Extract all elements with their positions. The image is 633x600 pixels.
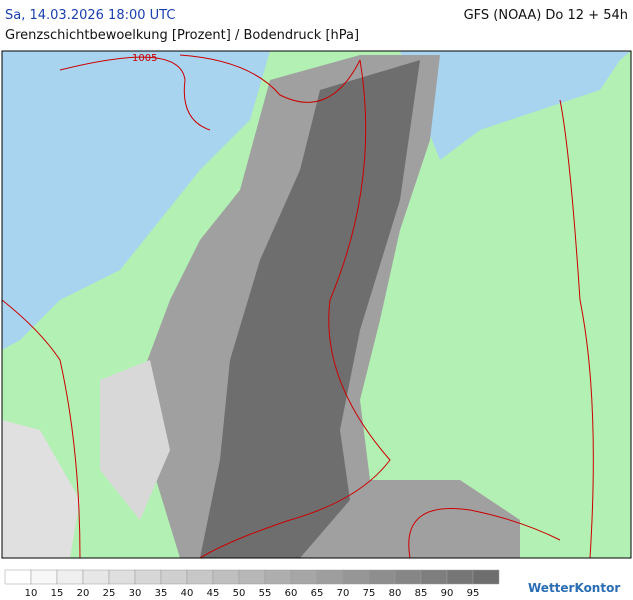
legend-swatch (316, 569, 344, 585)
cloud-patch (2, 420, 80, 558)
legend-swatch (446, 569, 474, 585)
legend-tick: 30 (129, 588, 142, 599)
legend-tick: 45 (207, 588, 220, 599)
legend-swatch (108, 569, 136, 585)
legend-tick: 40 (181, 588, 194, 599)
legend-tick: 65 (311, 588, 324, 599)
legend-tick: 25 (103, 588, 116, 599)
legend-swatch (290, 569, 318, 585)
legend-tick: 90 (441, 588, 454, 599)
valid-time: Sa, 14.03.2026 18:00 UTC (5, 8, 175, 23)
legend-tick: 50 (233, 588, 246, 599)
legend-swatch (134, 569, 162, 585)
legend-tick: 60 (285, 588, 298, 599)
legend-swatch (186, 569, 214, 585)
legend-swatch (264, 569, 292, 585)
legend-swatch (238, 569, 266, 585)
legend-tick: 15 (51, 588, 64, 599)
legend-swatch (212, 569, 240, 585)
legend-tick: 95 (467, 588, 480, 599)
north-sea (2, 51, 270, 350)
legend-tick: 35 (155, 588, 168, 599)
isobar-label: 1005 (132, 53, 157, 64)
legend-tick: 55 (259, 588, 272, 599)
legend-tick: 20 (77, 588, 90, 599)
legend-tick: 80 (389, 588, 402, 599)
legend-swatch (82, 569, 110, 585)
cloud-patch (100, 360, 170, 520)
legend-tick: 75 (363, 588, 376, 599)
legend-swatch (394, 569, 422, 585)
legend-swatch (30, 569, 58, 585)
legend-swatch (368, 569, 396, 585)
legend-tick: 70 (337, 588, 350, 599)
legend-tick: 10 (25, 588, 38, 599)
legend-swatch (420, 569, 448, 585)
subtitle: Grenzschichtbewoelkung [Prozent] / Boden… (5, 28, 359, 43)
legend-tick: 85 (415, 588, 428, 599)
isobar (2, 54, 594, 558)
cloud-core (200, 60, 420, 558)
legend-swatch (342, 569, 370, 585)
map-frame (1, 50, 632, 559)
baltic-sea (2, 51, 631, 160)
legend-swatch (4, 569, 32, 585)
model-run: GFS (NOAA) Do 12 + 54h (464, 8, 628, 23)
brand: WetterKontor (528, 581, 620, 595)
legend-swatch (56, 569, 84, 585)
legend-swatch (472, 569, 500, 585)
legend: 10 15 20 25 30 35 40 45 50 55 60 65 70 75 80 85 90 95 (4, 569, 500, 599)
map: 1005 (1, 50, 632, 559)
legend-swatch (160, 569, 188, 585)
